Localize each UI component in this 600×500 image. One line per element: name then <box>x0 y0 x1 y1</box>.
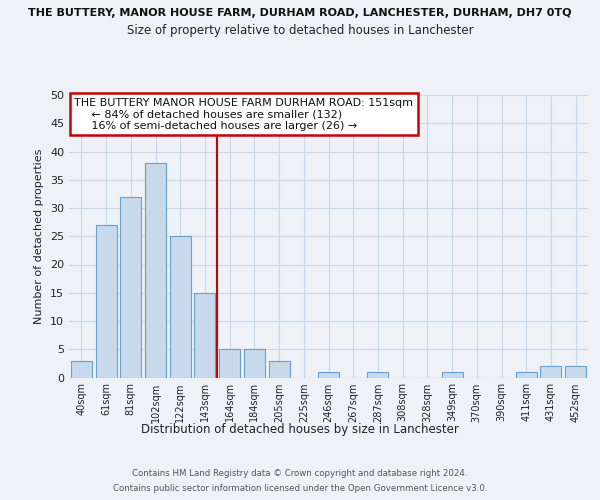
Bar <box>367 372 388 378</box>
Bar <box>269 360 290 378</box>
Bar <box>145 163 166 378</box>
Bar <box>541 366 562 378</box>
Bar <box>244 349 265 378</box>
Text: Size of property relative to detached houses in Lanchester: Size of property relative to detached ho… <box>127 24 473 37</box>
Bar <box>219 349 240 378</box>
Text: THE BUTTERY MANOR HOUSE FARM DURHAM ROAD: 151sqm
     ← 84% of detached houses a: THE BUTTERY MANOR HOUSE FARM DURHAM ROAD… <box>74 98 413 131</box>
Bar <box>194 293 215 378</box>
Text: Contains public sector information licensed under the Open Government Licence v3: Contains public sector information licen… <box>113 484 487 493</box>
Bar <box>516 372 537 378</box>
Bar <box>71 360 92 378</box>
Y-axis label: Number of detached properties: Number of detached properties <box>34 148 44 324</box>
Bar <box>95 225 116 378</box>
Bar <box>120 196 141 378</box>
Text: Contains HM Land Registry data © Crown copyright and database right 2024.: Contains HM Land Registry data © Crown c… <box>132 469 468 478</box>
Text: Distribution of detached houses by size in Lanchester: Distribution of detached houses by size … <box>141 422 459 436</box>
Bar <box>442 372 463 378</box>
Text: THE BUTTERY, MANOR HOUSE FARM, DURHAM ROAD, LANCHESTER, DURHAM, DH7 0TQ: THE BUTTERY, MANOR HOUSE FARM, DURHAM RO… <box>28 8 572 18</box>
Bar <box>318 372 339 378</box>
Bar <box>170 236 191 378</box>
Bar <box>565 366 586 378</box>
